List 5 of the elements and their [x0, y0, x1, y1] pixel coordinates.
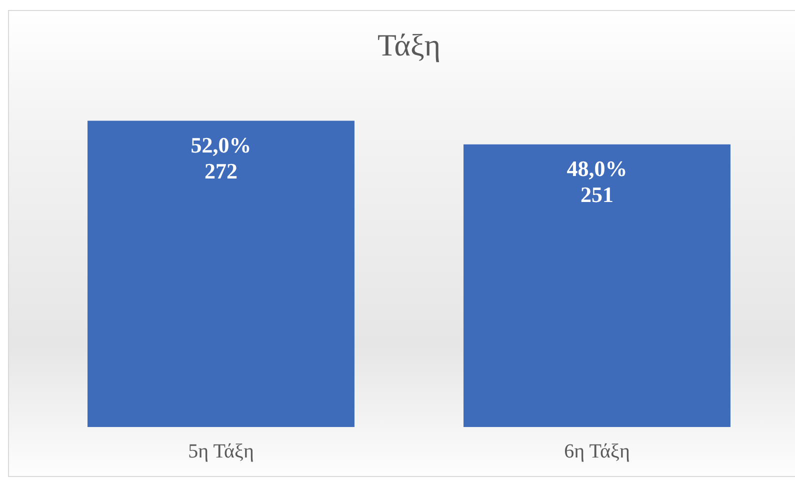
- chart-title: Τάξη: [377, 28, 441, 63]
- data-label: 48,0% 251: [566, 156, 628, 208]
- x-tick-label: 5η Τάξη: [188, 440, 254, 462]
- x-tick-label: 6η Τάξη: [564, 440, 630, 462]
- data-label: 52,0% 272: [190, 132, 252, 184]
